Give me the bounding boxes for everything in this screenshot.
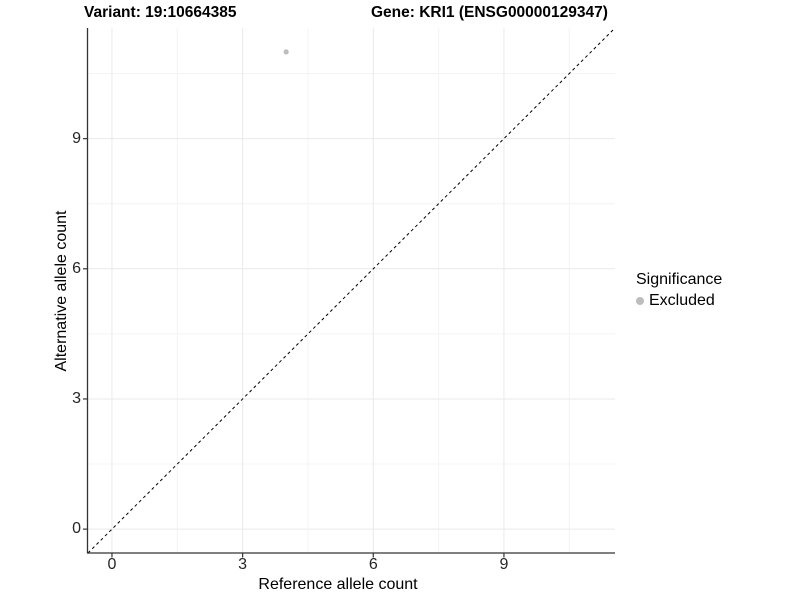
legend-title: Significance <box>636 271 723 288</box>
legend-entry-excluded: Excluded <box>636 292 722 310</box>
y-axis-label: Alternative allele count <box>53 210 70 372</box>
y-tick-label: 0 <box>72 520 81 538</box>
x-tick-label: 0 <box>107 556 117 573</box>
x-axis-label: Reference allele count <box>258 576 418 593</box>
plot-title-gene: Gene: KRI1 (ENSG00000129347) <box>371 4 608 21</box>
plot-title-variant: Variant: 19:10664385 <box>84 4 237 21</box>
x-tick-label: 6 <box>368 556 378 573</box>
x-tick-label: 3 <box>238 556 248 573</box>
legend-entry-label: Excluded <box>649 292 715 309</box>
legend: Significance Excluded <box>636 271 722 310</box>
y-tick-label: 6 <box>72 259 81 277</box>
identity-dashed-line <box>87 27 616 554</box>
axis-lines <box>86 28 615 554</box>
legend-point-icon <box>636 297 644 305</box>
data-points <box>283 49 289 55</box>
gridlines-minor <box>88 28 615 553</box>
gridlines-major <box>88 28 615 553</box>
x-tick-label: 9 <box>499 556 509 573</box>
data-point-excluded <box>283 49 289 55</box>
axis-tick-marks <box>83 138 505 558</box>
identity-dashed-line <box>87 27 616 554</box>
y-tick-label: 3 <box>72 389 81 407</box>
y-tick-label: 9 <box>72 129 81 147</box>
